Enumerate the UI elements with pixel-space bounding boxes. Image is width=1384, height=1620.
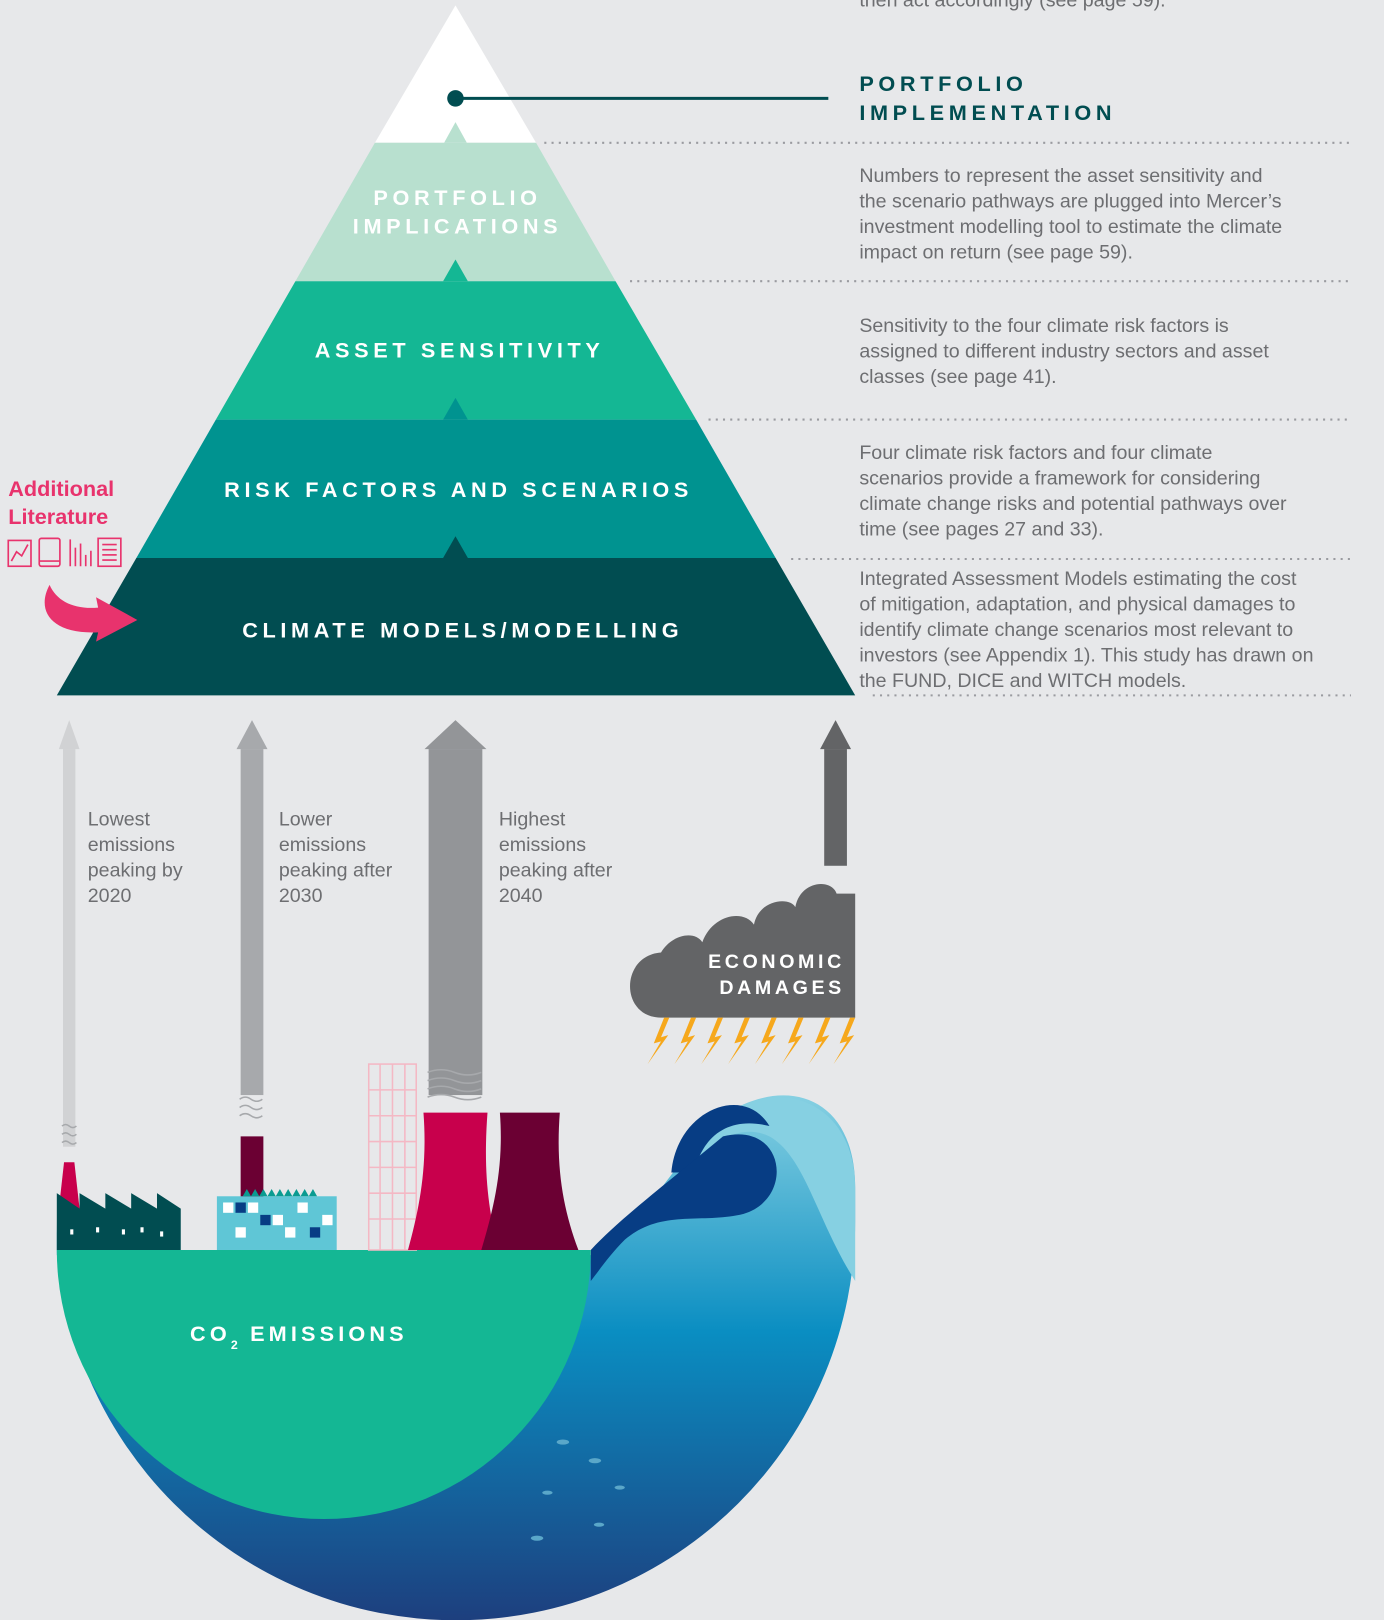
apex-label: PORTFOLIO [859,71,1027,96]
apex-label: IMPLEMENTATION [859,100,1116,125]
pyramid [56,5,856,696]
arrow-label: Highest [499,808,566,830]
arrow-labels: Lowest emissions peaking by 2020 Lower emissi… [88,808,613,907]
layer-3 [136,419,776,558]
layer-apex [374,5,537,143]
descriptions: Numbers to represent the asset sensitivi… [859,165,1313,692]
land [56,1249,591,1520]
layer-2 [215,281,697,420]
arrow-label: Lower [279,808,333,830]
description-line: scenarios provide a framework for consid… [859,467,1260,489]
industry [56,1063,579,1251]
arrow-label: Lowest [88,808,151,830]
literature-label: Literature [8,504,108,529]
arrow-label: peaking after [279,860,393,882]
description-line: Sensitivity to the four climate risk fac… [859,315,1229,337]
arrow-label: 2030 [279,885,323,907]
wave-curl [671,1105,770,1173]
description-line: the scenario pathways are plugged into M… [859,191,1281,213]
description-line: of mitigation, adaptation, and physical … [859,593,1295,615]
description-line: investors (see Appendix 1). This study h… [859,644,1313,666]
arrow-label: 2040 [499,885,543,907]
literature-icons [7,537,122,568]
cloud [630,883,856,1018]
description-line: classes (see page 41). [859,366,1056,388]
notch [444,122,467,143]
description-line: time (see pages 27 and 33). [859,518,1103,540]
damages-label: ECONOMIC [708,951,845,973]
wave-crest [689,1097,856,1281]
layer-label: ASSET SENSITIVITY [315,338,605,363]
arrow-label: emissions [499,834,586,856]
literature-arrow [44,584,138,642]
description-line: Numbers to represent the asset sensitivi… [859,165,1262,187]
emission-arrows [58,720,852,1147]
fish [530,1439,625,1541]
description-line: impact on return (see page 59). [859,242,1133,264]
top-note: then act accordingly (see page 59). [859,0,1165,11]
description-line: Four climate risk factors and four clima… [859,442,1212,464]
arrow-label: peaking after [499,860,613,882]
layer-label: CLIMATE MODELS/MODELLING [242,618,683,643]
layer-1 [295,142,616,282]
literature-label: Additional [8,476,114,501]
wave-curl [590,1134,777,1281]
arrow-label: peaking by [88,860,183,882]
lightning [647,1017,856,1065]
description-line: climate change risks and potential pathw… [859,493,1287,515]
description-line: assigned to different industry sectors a… [859,340,1269,362]
arrow-label: emissions [88,834,175,856]
layer-4 [56,557,856,696]
layer-label: IMPLICATIONS [353,214,562,239]
notch [443,536,468,558]
damages-label: DAMAGES [719,977,845,999]
arrow-label: 2020 [88,885,132,907]
description-line: Integrated Assessment Models estimating … [859,568,1297,590]
description-line: the FUND, DICE and WITCH models. [859,670,1186,692]
layer-label: PORTFOLIO [373,185,541,210]
notch [443,397,468,420]
arrow-label: emissions [279,834,366,856]
notch [443,259,468,282]
layer-label: RISK FACTORS AND SCENARIOS [224,477,693,502]
description-line: investment modelling tool to estimate th… [859,216,1282,238]
co2-label: CO2 EMISSIONS [190,1321,408,1352]
description-line: identify climate change scenarios most r… [859,619,1293,641]
